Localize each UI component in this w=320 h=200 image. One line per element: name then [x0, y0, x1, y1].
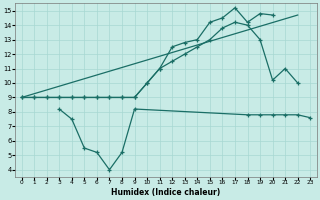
X-axis label: Humidex (Indice chaleur): Humidex (Indice chaleur) [111, 188, 220, 197]
